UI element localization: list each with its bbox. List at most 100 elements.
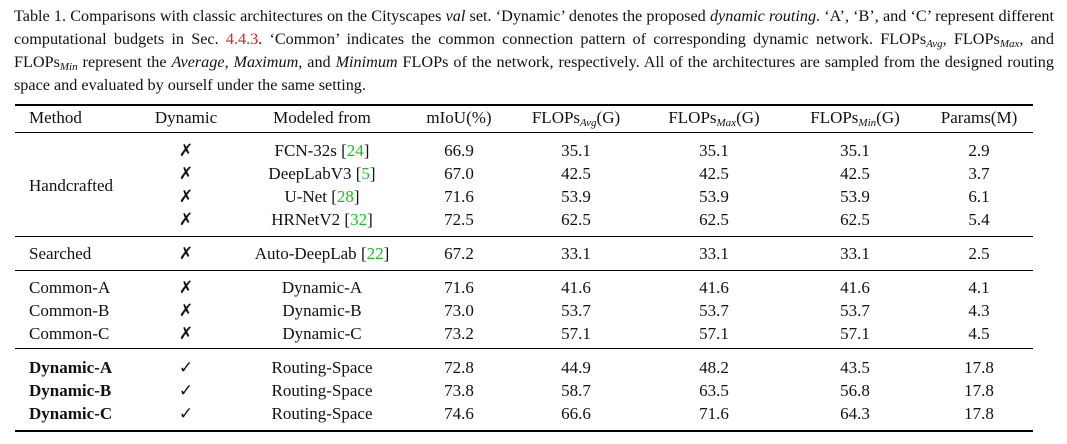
cell-method: Dynamic-B — [29, 381, 112, 400]
cell-method: Common-B — [29, 301, 110, 320]
header-miou: mIoU(%) — [426, 108, 492, 127]
cell-miou: 72.8 — [444, 358, 474, 377]
cell-flops-max: 42.5 — [699, 164, 729, 183]
cell-flops-avg: 57.1 — [561, 324, 591, 343]
cell-flops-max: 53.9 — [699, 187, 729, 206]
citation-link[interactable]: 22 — [366, 244, 384, 263]
section-reference-link[interactable]: 4.4.3 — [225, 30, 259, 48]
cell-flops-min: 33.1 — [840, 244, 870, 263]
table-row: Common-C ✗ Dynamic-C 73.2 57.1 57.1 57.1 4.5 — [15, 322, 1033, 345]
cell-miou: 67.2 — [444, 244, 474, 263]
table-row: ✗ FCN-32s [24] 66.9 35.1 35.1 35.1 2.9 — [15, 139, 1033, 162]
cell-params: 4.5 — [968, 324, 990, 343]
table-top-rule — [15, 104, 1033, 106]
cell-flops-min: 56.8 — [840, 381, 870, 400]
cell-dynamic: ✓ — [178, 404, 194, 423]
cell-dynamic: ✗ — [178, 301, 194, 320]
table-bottom-rule — [15, 430, 1033, 432]
group-label-searched: Searched — [29, 244, 92, 263]
cell-modeled-from: Routing-Space — [271, 358, 373, 377]
cell-miou: 73.0 — [444, 301, 474, 320]
table-row: ✗ Auto-DeepLab [22] 67.2 33.1 33.1 33.1 2.5 — [15, 242, 1033, 265]
cell-dynamic: ✗ — [178, 164, 194, 183]
cell-miou: 73.8 — [444, 381, 474, 400]
cell-modeled-from: U-Net [28] — [284, 187, 360, 206]
table-row: ✗ DeepLabV3 [5] 67.0 42.5 42.5 42.5 3.7 — [15, 162, 1033, 185]
table-header-row: Method Dynamic Modeled from mIoU(%) FLOP… — [15, 106, 1033, 129]
cell-dynamic: ✗ — [178, 244, 194, 263]
header-rule — [15, 132, 1033, 133]
cell-flops-min: 41.6 — [840, 278, 870, 297]
table-row: Common-A ✗ Dynamic-A 71.6 41.6 41.6 41.6 4.1 — [15, 276, 1033, 299]
cell-flops-max: 71.6 — [699, 404, 729, 423]
cell-miou: 73.2 — [444, 324, 474, 343]
citation-link[interactable]: 28 — [336, 187, 354, 206]
cell-dynamic: ✓ — [178, 358, 194, 377]
cell-params: 5.4 — [968, 210, 990, 229]
cell-dynamic: ✗ — [178, 278, 194, 297]
group-label-handcrafted: Handcrafted — [29, 176, 114, 195]
cell-flops-max: 35.1 — [699, 141, 729, 160]
cell-flops-avg: 35.1 — [561, 141, 591, 160]
cell-method: Common-A — [29, 278, 111, 297]
cell-flops-max: 57.1 — [699, 324, 729, 343]
citation-link[interactable]: 32 — [350, 210, 368, 229]
cell-params: 6.1 — [968, 187, 990, 206]
citation-link[interactable]: 5 — [361, 164, 370, 183]
cell-flops-avg: 44.9 — [561, 358, 591, 377]
cell-flops-avg: 33.1 — [561, 244, 591, 263]
cell-flops-avg: 66.6 — [561, 404, 591, 423]
cell-params: 17.8 — [964, 381, 994, 400]
cell-miou: 71.6 — [444, 187, 474, 206]
cell-miou: 72.5 — [444, 210, 474, 229]
cell-flops-max: 53.7 — [699, 301, 729, 320]
cell-dynamic: ✗ — [178, 324, 194, 343]
section-rule-2 — [15, 270, 1033, 271]
cell-flops-min: 64.3 — [840, 404, 870, 423]
header-dynamic: Dynamic — [154, 108, 218, 127]
cell-modeled-from: Dynamic-B — [282, 301, 362, 320]
table-caption: Table 1. Comparisons with classic archit… — [14, 7, 1054, 94]
cell-dynamic: ✗ — [178, 210, 194, 229]
cell-flops-max: 63.5 — [699, 381, 729, 400]
cell-flops-avg: 41.6 — [561, 278, 591, 297]
table-row: Common-B ✗ Dynamic-B 73.0 53.7 53.7 53.7 4.3 — [15, 299, 1033, 322]
cell-flops-min: 35.1 — [840, 141, 870, 160]
table-row: Dynamic-B ✓ Routing-Space 73.8 58.7 63.5 56.8 1… — [15, 379, 1033, 402]
header-flops-max: FLOPsMax(G) — [668, 108, 760, 129]
cell-flops-avg: 62.5 — [561, 210, 591, 229]
cell-flops-min: 57.1 — [840, 324, 870, 343]
cell-params: 4.3 — [968, 301, 990, 320]
cell-flops-min: 43.5 — [840, 358, 870, 377]
cell-flops-min: 42.5 — [840, 164, 870, 183]
section-rule-1 — [15, 236, 1033, 237]
cell-miou: 71.6 — [444, 278, 474, 297]
cell-miou: 67.0 — [444, 164, 474, 183]
cell-modeled-from: Routing-Space — [271, 381, 373, 400]
cell-params: 17.8 — [964, 358, 994, 377]
table-row: Dynamic-C ✓ Routing-Space 74.6 66.6 71.6 64.3 1… — [15, 402, 1033, 425]
cell-flops-avg: 53.7 — [561, 301, 591, 320]
cell-flops-min: 53.9 — [840, 187, 870, 206]
cell-flops-max: 62.5 — [699, 210, 729, 229]
header-flops-avg: FLOPsAvg(G) — [531, 108, 621, 129]
header-method: Method — [29, 108, 82, 127]
cell-params: 2.9 — [968, 141, 990, 160]
cell-miou: 66.9 — [444, 141, 474, 160]
cell-modeled-from: Dynamic-A — [281, 278, 363, 297]
header-params: Params(M) — [940, 108, 1018, 127]
cell-dynamic: ✓ — [178, 381, 194, 400]
cell-miou: 74.6 — [444, 404, 474, 423]
header-modeled-from: Modeled from — [273, 108, 371, 127]
section-rule-3 — [15, 348, 1033, 349]
header-flops-min: FLOPsMin(G) — [810, 108, 900, 129]
cell-flops-avg: 58.7 — [561, 381, 591, 400]
cell-method: Common-C — [29, 324, 110, 343]
cell-modeled-from: Auto-DeepLab [22] — [254, 244, 390, 263]
table-row: ✗ U-Net [28] 71.6 53.9 53.9 53.9 6.1 — [15, 185, 1033, 208]
cell-modeled-from: HRNetV2 [32] — [271, 210, 373, 229]
cell-modeled-from: DeepLabV3 [5] — [268, 164, 376, 183]
cell-flops-min: 53.7 — [840, 301, 870, 320]
citation-link[interactable]: 24 — [346, 141, 364, 160]
cell-params: 17.8 — [964, 404, 994, 423]
